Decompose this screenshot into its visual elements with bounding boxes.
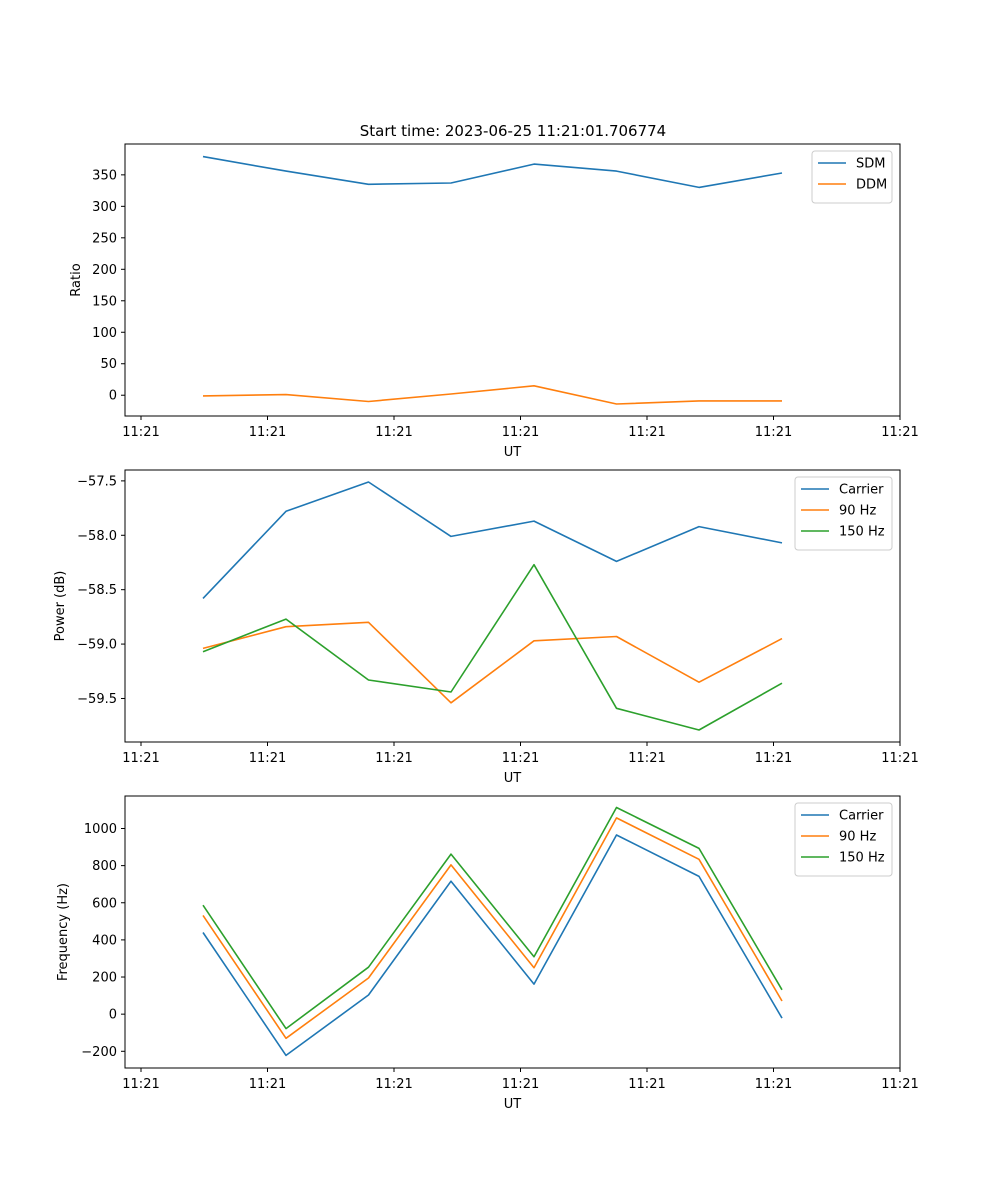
x-tick-label: 11:21 [628, 425, 665, 440]
x-tick-label: 11:21 [122, 1077, 159, 1092]
x-tick-label: 11:21 [249, 1077, 286, 1092]
series-line-90-hz [202, 621, 783, 704]
panel-1: 11:21 11:21 11:21 11:21 11:21 11:21 11:21 0 50 10… [69, 143, 919, 460]
y-tick-label: −200 [81, 1045, 117, 1060]
series-line-150-hz [202, 806, 783, 1030]
y-tick-label: −57.5 [77, 474, 117, 489]
x-tick-label: 11:21 [881, 1077, 918, 1092]
x-tick-label: 11:21 [755, 751, 792, 766]
x-tick-label: 11:21 [502, 751, 539, 766]
x-tick-label: 11:21 [249, 751, 286, 766]
y-axis-label: Ratio [69, 263, 84, 296]
x-tick-label: 11:21 [502, 1077, 539, 1092]
panels-group: 11:21 11:21 11:21 11:21 11:21 11:21 11:21 0 50 10… [53, 143, 919, 1112]
series-line-carrier [202, 481, 783, 599]
x-tick-label: 11:21 [628, 751, 665, 766]
axes-frame [124, 469, 901, 743]
y-tick-label: 200 [92, 971, 117, 986]
series-line-150-hz [202, 563, 783, 731]
legend-box [811, 150, 893, 204]
y-tick-label: 350 [92, 168, 117, 183]
y-tick-label: 400 [92, 933, 117, 948]
x-tick-label: 11:21 [755, 425, 792, 440]
y-tick-label: −58.0 [77, 529, 117, 544]
legend-label: 90 Hz [839, 504, 876, 519]
x-tick-label: 11:21 [375, 425, 412, 440]
legend-label: 90 Hz [839, 830, 876, 845]
y-tick-label: 50 [100, 357, 117, 372]
y-tick-label: 250 [92, 231, 117, 246]
legend-label: 150 Hz [839, 525, 885, 540]
x-axis-label: UT [504, 771, 522, 786]
x-tick-label: 11:21 [881, 425, 918, 440]
legend: Carrier 90 Hz 150 Hz [794, 802, 893, 877]
y-tick-label: 1000 [84, 822, 117, 837]
x-tick-label: 11:21 [375, 751, 412, 766]
y-tick-label: 150 [92, 294, 117, 309]
legend: Carrier 90 Hz 150 Hz [794, 476, 893, 551]
x-tick-label: 11:21 [249, 425, 286, 440]
y-axis-label: Frequency (Hz) [56, 883, 71, 981]
legend-label: DDM [856, 178, 887, 193]
panel-2: 11:21 11:21 11:21 11:21 11:21 11:21 11:21 −59.5… [53, 469, 919, 786]
y-tick-label: −59.5 [77, 692, 117, 707]
x-tick-label: 11:21 [881, 751, 918, 766]
y-tick-label: 100 [92, 326, 117, 341]
x-tick-label: 11:21 [755, 1077, 792, 1092]
x-tick-label: 11:21 [502, 425, 539, 440]
series-line-carrier [202, 834, 783, 1057]
x-tick-label: 11:21 [628, 1077, 665, 1092]
y-tick-label: 0 [109, 1008, 117, 1023]
chart-title: Start time: 2023-06-25 11:21:01.706774 [360, 122, 666, 140]
x-tick-label: 11:21 [122, 751, 159, 766]
legend-label: 150 Hz [839, 851, 885, 866]
axes-frame [124, 143, 901, 417]
x-tick-label: 11:21 [375, 1077, 412, 1092]
legend-label: SDM [856, 157, 885, 172]
y-tick-label: 800 [92, 859, 117, 874]
panel-3: 11:21 11:21 11:21 11:21 11:21 11:21 11:21 −200 0… [56, 795, 919, 1112]
y-tick-label: 300 [92, 200, 117, 215]
y-tick-label: 200 [92, 263, 117, 278]
series-line-ddm [202, 384, 782, 405]
y-tick-label: −58.5 [77, 583, 117, 598]
axes-frame [124, 795, 901, 1069]
x-tick-label: 11:21 [122, 425, 159, 440]
series-line-sdm [202, 155, 783, 189]
x-axis-label: UT [504, 445, 522, 460]
legend-label: Carrier [839, 483, 884, 498]
legend-label: Carrier [839, 809, 884, 824]
y-tick-label: −59.0 [77, 638, 117, 653]
y-tick-label: 0 [109, 389, 117, 404]
y-axis-label: Power (dB) [53, 571, 68, 642]
series-line-90-hz [202, 817, 783, 1040]
legend: SDM DDM [811, 150, 893, 204]
y-tick-label: 600 [92, 896, 117, 911]
x-axis-label: UT [504, 1097, 522, 1112]
